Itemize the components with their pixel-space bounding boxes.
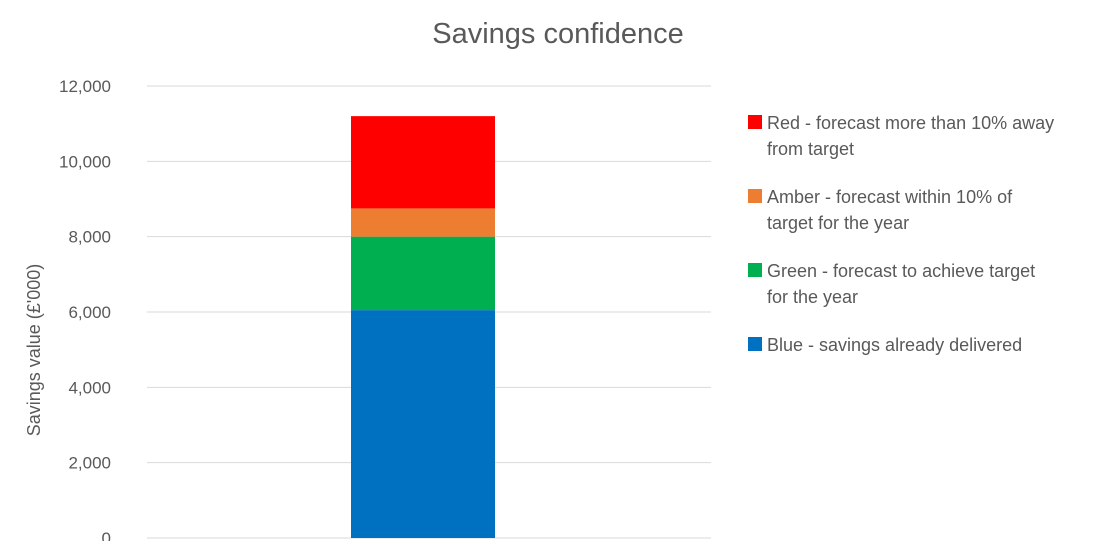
legend-label: from target bbox=[767, 139, 854, 159]
bar-segment-blue bbox=[351, 310, 495, 538]
bars bbox=[351, 116, 495, 538]
y-tick-label: 6,000 bbox=[68, 303, 111, 322]
y-axis-ticks: 0 2,000 4,000 6,000 8,000 10,000 12,000 bbox=[59, 77, 111, 541]
legend-label: for the year bbox=[767, 287, 858, 307]
legend-swatch bbox=[748, 115, 762, 129]
bar-segment-amber bbox=[351, 208, 495, 237]
legend-swatch bbox=[748, 189, 762, 203]
legend-swatch bbox=[748, 263, 762, 277]
legend-label: Red - forecast more than 10% away bbox=[767, 113, 1054, 133]
chart-title: Savings confidence bbox=[432, 18, 684, 50]
legend-label: Blue - savings already delivered bbox=[767, 335, 1022, 355]
legend-label: Amber - forecast within 10% of bbox=[767, 187, 1013, 207]
y-tick-label: 12,000 bbox=[59, 77, 111, 96]
legend-label: Green - forecast to achieve target bbox=[767, 261, 1035, 281]
legend: Red - forecast more than 10% away from ta… bbox=[748, 113, 1054, 355]
legend-label: target for the year bbox=[767, 213, 909, 233]
y-tick-label: 4,000 bbox=[68, 378, 111, 397]
bar-segment-green bbox=[351, 236, 495, 311]
y-tick-label: 0 bbox=[102, 529, 111, 541]
y-tick-label: 10,000 bbox=[59, 152, 111, 171]
y-tick-label: 8,000 bbox=[68, 228, 111, 247]
legend-swatch bbox=[748, 337, 762, 351]
bar-segment-red bbox=[351, 116, 495, 209]
y-tick-label: 2,000 bbox=[68, 454, 111, 473]
y-axis-label: Savings value (£'000) bbox=[24, 264, 44, 437]
